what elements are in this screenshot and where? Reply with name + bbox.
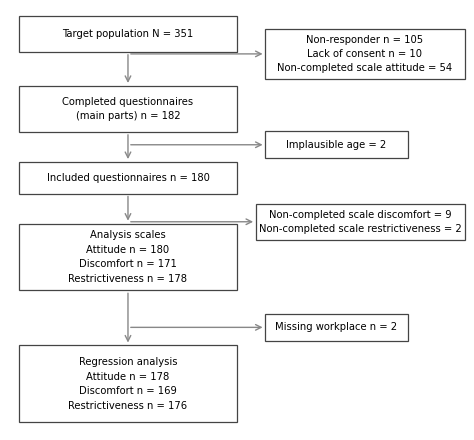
FancyBboxPatch shape bbox=[265, 29, 465, 79]
Text: Included questionnaires n = 180: Included questionnaires n = 180 bbox=[46, 173, 210, 183]
FancyBboxPatch shape bbox=[19, 345, 237, 422]
Text: Missing workplace n = 2: Missing workplace n = 2 bbox=[275, 323, 398, 332]
Text: Analysis scales
Attitude n = 180
Discomfort n = 171
Restrictiveness n = 178: Analysis scales Attitude n = 180 Discomf… bbox=[68, 231, 188, 283]
FancyBboxPatch shape bbox=[19, 224, 237, 290]
Text: Target population N = 351: Target population N = 351 bbox=[63, 29, 193, 39]
Text: Non-responder n = 105
Lack of consent n = 10
Non-completed scale attitude = 54: Non-responder n = 105 Lack of consent n … bbox=[277, 34, 453, 73]
FancyBboxPatch shape bbox=[265, 314, 408, 341]
Text: Non-completed scale discomfort = 9
Non-completed scale restrictiveness = 2: Non-completed scale discomfort = 9 Non-c… bbox=[259, 209, 462, 234]
FancyBboxPatch shape bbox=[256, 204, 465, 240]
FancyBboxPatch shape bbox=[19, 16, 237, 52]
Text: Completed questionnaires
(main parts) n = 182: Completed questionnaires (main parts) n … bbox=[63, 97, 193, 121]
Text: Regression analysis
Attitude n = 178
Discomfort n = 169
Restrictiveness n = 176: Regression analysis Attitude n = 178 Dis… bbox=[68, 357, 188, 411]
FancyBboxPatch shape bbox=[19, 162, 237, 194]
Text: Implausible age = 2: Implausible age = 2 bbox=[286, 140, 387, 150]
FancyBboxPatch shape bbox=[19, 86, 237, 132]
FancyBboxPatch shape bbox=[265, 131, 408, 158]
